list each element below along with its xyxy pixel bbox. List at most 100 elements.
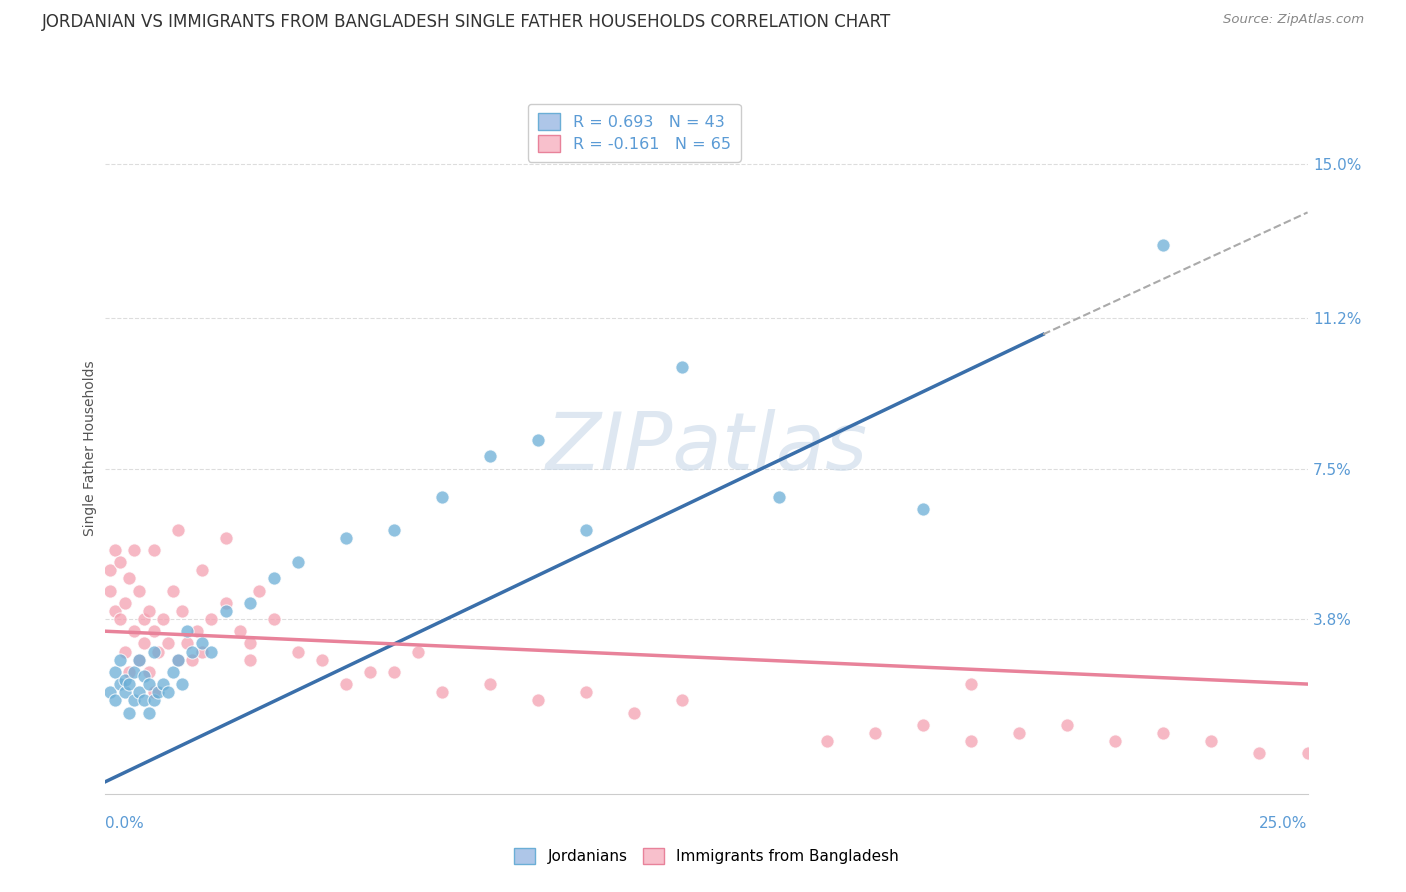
Point xyxy=(176,636,198,650)
Point xyxy=(200,644,222,658)
Text: 0.0%: 0.0% xyxy=(105,816,145,831)
Legend: R = 0.693   N = 43, R = -0.161   N = 65: R = 0.693 N = 43, R = -0.161 N = 65 xyxy=(529,103,741,161)
Point xyxy=(214,531,236,545)
Point xyxy=(229,624,252,639)
Point xyxy=(142,624,165,639)
Point xyxy=(138,706,160,720)
Point xyxy=(382,665,405,679)
Point xyxy=(247,583,270,598)
Point xyxy=(124,624,146,639)
Text: 25.0%: 25.0% xyxy=(1260,816,1308,831)
Point xyxy=(114,673,136,687)
Point xyxy=(98,563,121,577)
Point xyxy=(1249,746,1271,760)
Point xyxy=(118,571,141,585)
Point xyxy=(1152,238,1174,252)
Point xyxy=(132,612,155,626)
Point xyxy=(132,693,155,707)
Point xyxy=(162,583,184,598)
Point xyxy=(181,653,204,667)
Point xyxy=(104,604,127,618)
Point xyxy=(311,653,333,667)
Point xyxy=(98,583,121,598)
Point xyxy=(181,644,204,658)
Point xyxy=(527,433,550,447)
Point xyxy=(128,653,150,667)
Point xyxy=(815,734,838,748)
Point xyxy=(671,693,693,707)
Point xyxy=(1152,726,1174,740)
Point xyxy=(1008,726,1031,740)
Point xyxy=(128,685,150,699)
Point xyxy=(406,644,429,658)
Text: JORDANIAN VS IMMIGRANTS FROM BANGLADESH SINGLE FATHER HOUSEHOLDS CORRELATION CHA: JORDANIAN VS IMMIGRANTS FROM BANGLADESH … xyxy=(42,13,891,31)
Point xyxy=(575,685,598,699)
Y-axis label: Single Father Households: Single Father Households xyxy=(83,360,97,536)
Point xyxy=(124,693,146,707)
Point xyxy=(132,669,155,683)
Point xyxy=(124,542,146,557)
Point xyxy=(214,596,236,610)
Point xyxy=(118,706,141,720)
Point xyxy=(104,693,127,707)
Point xyxy=(152,677,174,691)
Point xyxy=(124,665,146,679)
Point xyxy=(239,636,262,650)
Point xyxy=(430,490,453,504)
Point xyxy=(1056,717,1078,731)
Point xyxy=(108,555,131,569)
Text: Source: ZipAtlas.com: Source: ZipAtlas.com xyxy=(1223,13,1364,27)
Point xyxy=(1104,734,1126,748)
Point xyxy=(335,677,357,691)
Point xyxy=(128,653,150,667)
Point xyxy=(142,644,165,658)
Point xyxy=(623,706,645,720)
Point xyxy=(190,636,212,650)
Point xyxy=(142,542,165,557)
Point xyxy=(863,726,886,740)
Point xyxy=(768,490,790,504)
Point xyxy=(114,596,136,610)
Point xyxy=(263,612,285,626)
Point xyxy=(479,450,502,464)
Point xyxy=(960,734,983,748)
Point xyxy=(287,644,309,658)
Point xyxy=(108,612,131,626)
Point xyxy=(148,644,170,658)
Point xyxy=(156,636,179,650)
Point xyxy=(335,531,357,545)
Point xyxy=(176,624,198,639)
Point xyxy=(190,644,212,658)
Point xyxy=(263,571,285,585)
Point xyxy=(430,685,453,699)
Point xyxy=(190,563,212,577)
Point xyxy=(200,612,222,626)
Point xyxy=(960,677,983,691)
Point xyxy=(166,653,188,667)
Point xyxy=(104,542,127,557)
Point xyxy=(152,612,174,626)
Point xyxy=(359,665,381,679)
Point xyxy=(104,665,127,679)
Point xyxy=(142,685,165,699)
Point xyxy=(156,685,179,699)
Point xyxy=(186,624,208,639)
Point xyxy=(166,523,188,537)
Point xyxy=(114,644,136,658)
Point xyxy=(479,677,502,691)
Point xyxy=(1201,734,1223,748)
Point xyxy=(239,653,262,667)
Point xyxy=(148,685,170,699)
Point xyxy=(382,523,405,537)
Point xyxy=(98,685,121,699)
Point xyxy=(138,604,160,618)
Point xyxy=(138,677,160,691)
Text: ZIP​atlas: ZIP​atlas xyxy=(546,409,868,487)
Point xyxy=(132,636,155,650)
Point xyxy=(138,665,160,679)
Point xyxy=(162,665,184,679)
Legend: Jordanians, Immigrants from Bangladesh: Jordanians, Immigrants from Bangladesh xyxy=(513,848,900,864)
Point xyxy=(911,502,934,516)
Point xyxy=(128,583,150,598)
Point xyxy=(214,604,236,618)
